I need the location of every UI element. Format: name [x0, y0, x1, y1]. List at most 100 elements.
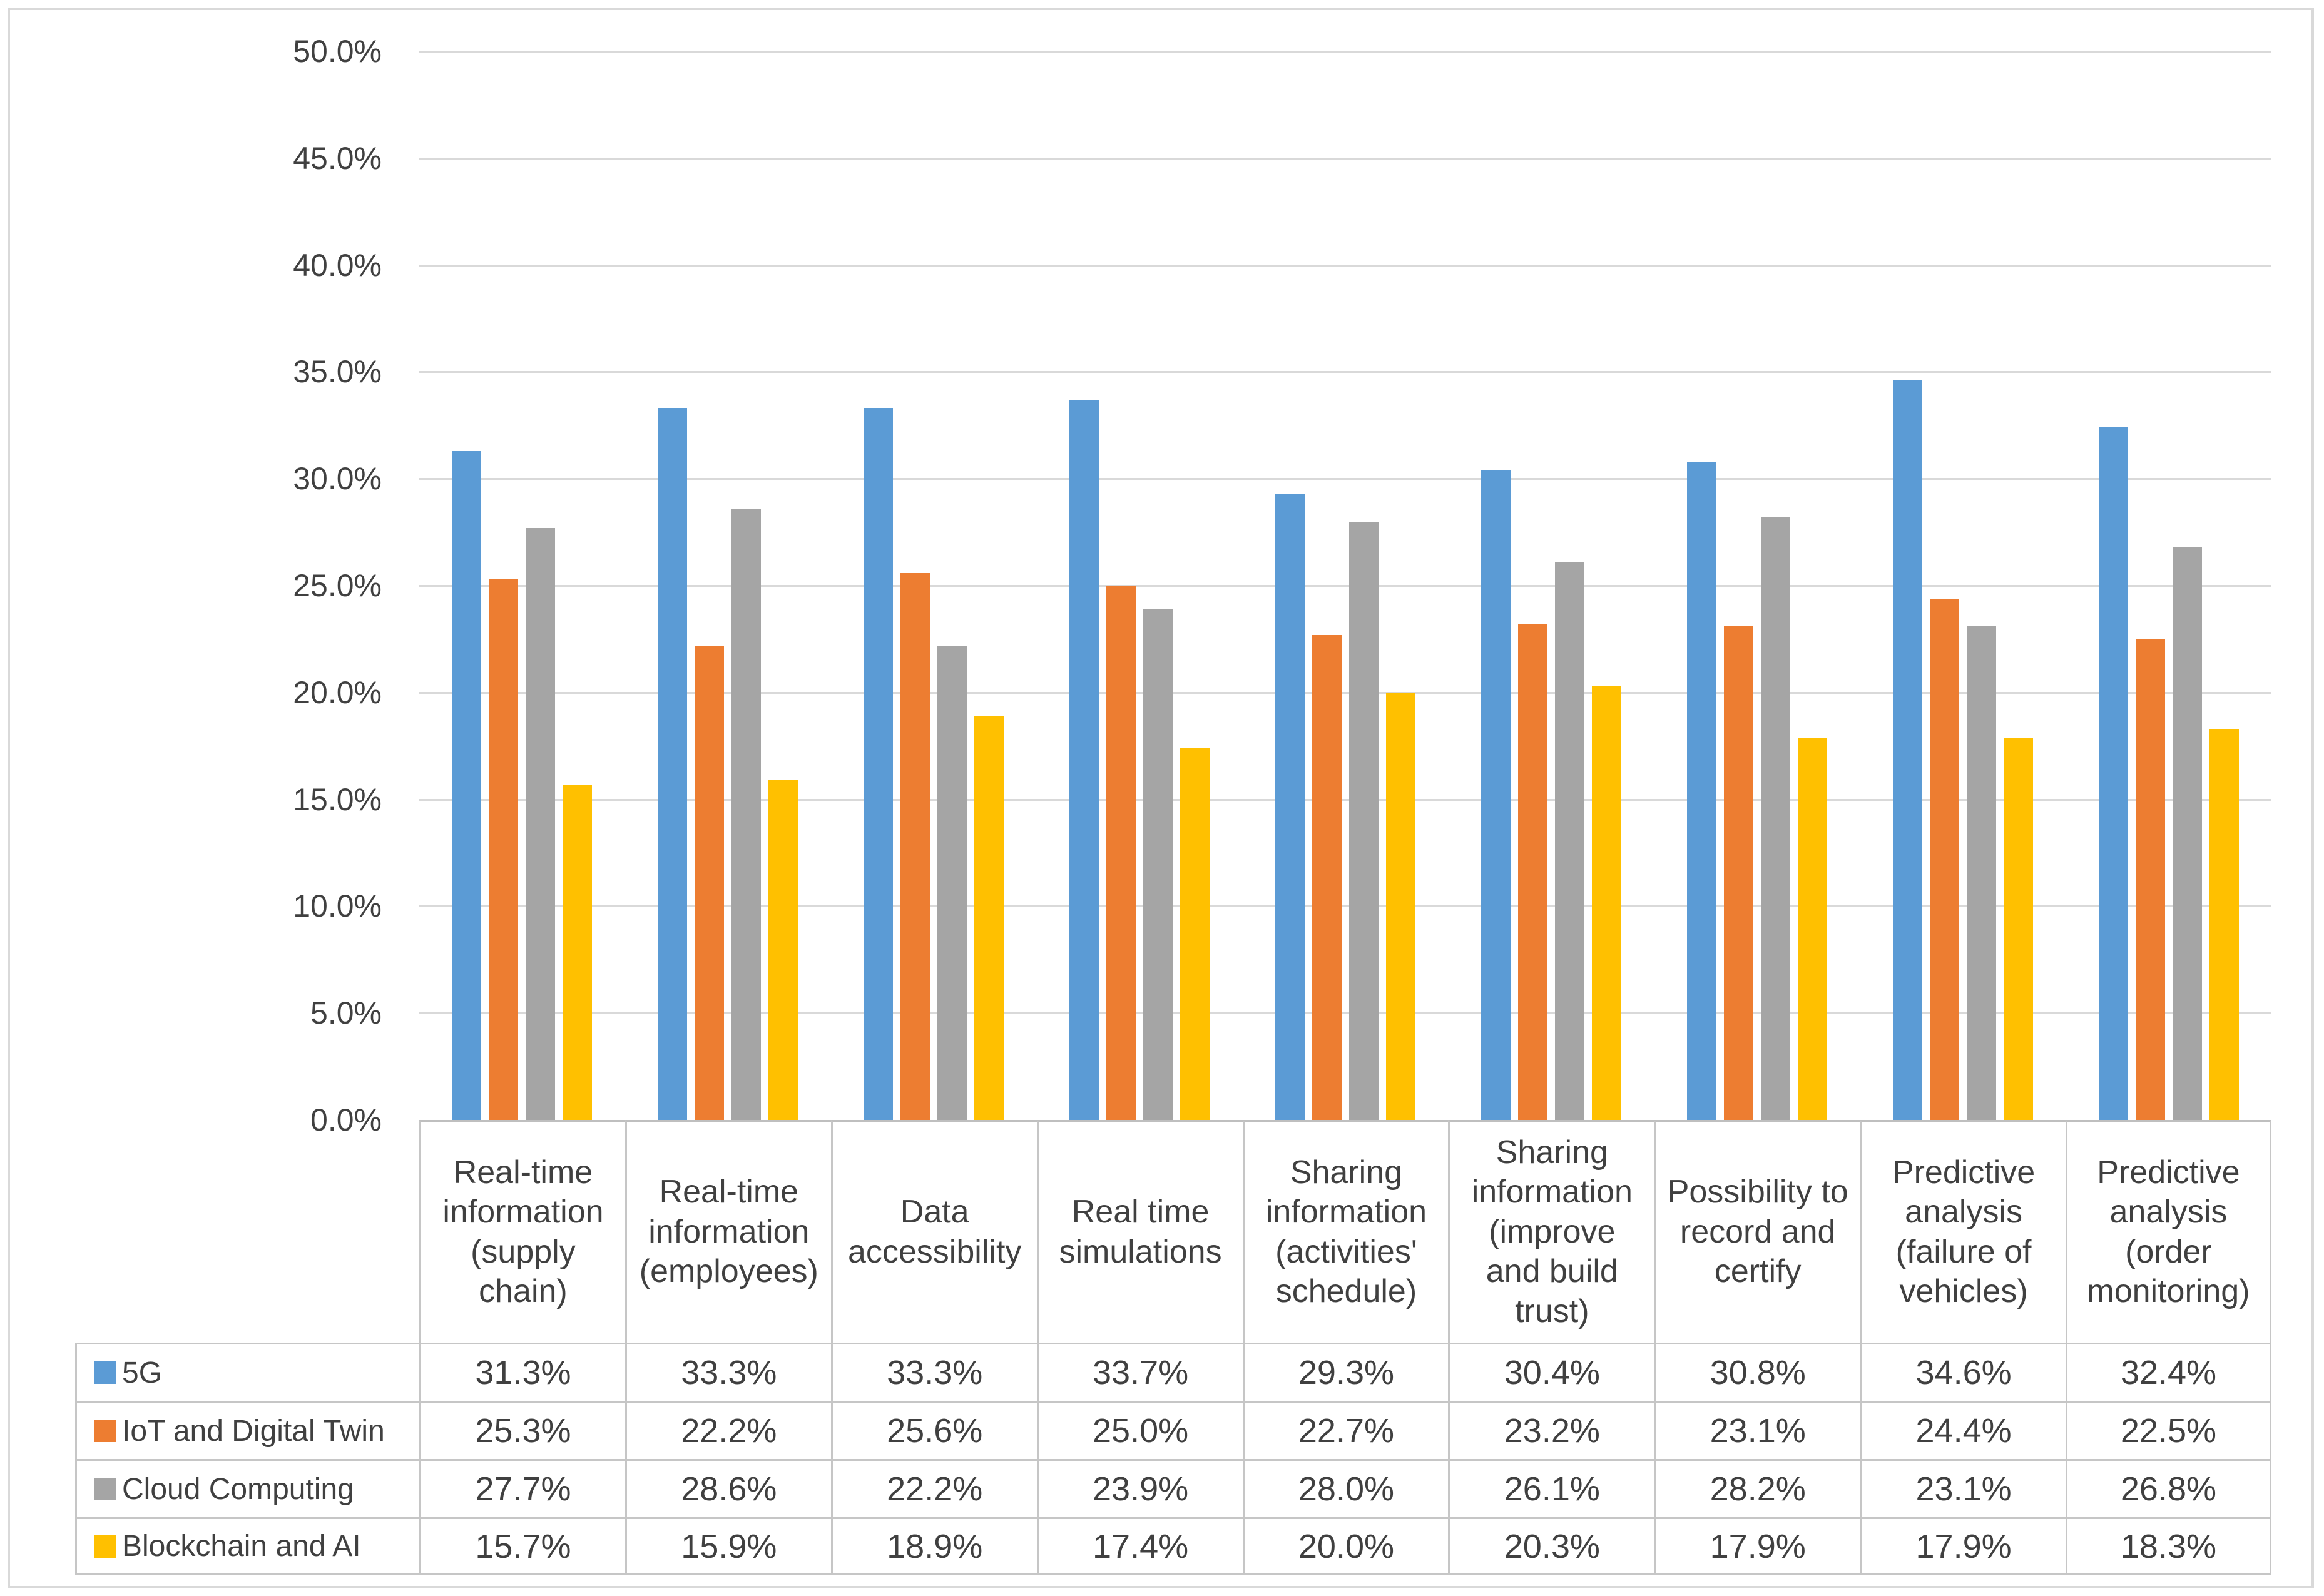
table-value-cell: 23.9% [1036, 1459, 1243, 1517]
table-value-cell: 15.9% [624, 1517, 831, 1575]
bar-5g [658, 408, 688, 1120]
legend-item: IoT and Digital Twin [75, 1401, 419, 1459]
y-axis-label: 20.0% [293, 674, 382, 710]
table-value-cell: 17.9% [1860, 1517, 2066, 1575]
bar-cloud-computing [1760, 517, 1790, 1120]
y-axis-label: 15.0% [293, 781, 382, 817]
table-value-cell: 17.9% [1654, 1517, 1860, 1575]
table-value-cell: 20.3% [1448, 1517, 1654, 1575]
table-value-cell: 26.1% [1448, 1459, 1654, 1517]
legend-swatch-icon [94, 1478, 116, 1500]
gridline [419, 798, 2271, 801]
gridline [419, 264, 2271, 267]
y-axis-label: 25.0% [293, 568, 382, 603]
bar-blockchain-and-ai [563, 784, 593, 1120]
y-axis-label: 35.0% [293, 354, 382, 390]
bar-group [419, 51, 625, 1120]
bar-iot-and-digital-twin [900, 572, 930, 1120]
bar-group [625, 51, 831, 1120]
table-value-cell: 22.2% [830, 1459, 1037, 1517]
table-value-cell: 22.7% [1242, 1401, 1449, 1459]
table-value-cell: 34.6% [1860, 1343, 2066, 1401]
bar-iot-and-digital-twin [1106, 586, 1136, 1120]
bar-group [1860, 51, 2066, 1120]
series-name-label: 5G [122, 1356, 163, 1390]
bar-iot-and-digital-twin [1929, 598, 1959, 1120]
table-value-cell: 30.4% [1448, 1343, 1654, 1401]
bar-cloud-computing [731, 509, 762, 1120]
bar-5g [1275, 494, 1305, 1120]
y-axis-label: 50.0% [293, 34, 382, 69]
bar-5g [452, 450, 482, 1120]
table-value-cell: 32.4% [2066, 1343, 2271, 1401]
table-value-cell: 27.7% [419, 1459, 625, 1517]
bar-5g [2098, 427, 2128, 1120]
bar-blockchain-and-ai [1591, 686, 1621, 1120]
table-value-cell: 31.3% [419, 1343, 625, 1401]
gridline [419, 478, 2271, 480]
gridline [419, 585, 2271, 587]
bar-iot-and-digital-twin [2135, 639, 2165, 1120]
y-axis-label: 30.0% [293, 461, 382, 497]
legend-swatch-icon [94, 1361, 116, 1384]
bar-group [1448, 51, 1654, 1120]
bar-blockchain-and-ai [2003, 737, 2033, 1120]
category-header: Real time simulations [1036, 1120, 1243, 1343]
gridline [419, 157, 2271, 160]
bar-blockchain-and-ai [768, 780, 798, 1120]
bar-blockchain-and-ai [1180, 748, 1210, 1120]
series-name-label: IoT and Digital Twin [122, 1414, 385, 1448]
y-axis-label: 45.0% [293, 140, 382, 176]
y-axis-label: 5.0% [310, 995, 382, 1031]
bar-iot-and-digital-twin [695, 645, 725, 1120]
table-value-cell: 28.2% [1654, 1459, 1860, 1517]
table-value-cell: 33.7% [1036, 1343, 1243, 1401]
bar-cloud-computing [1554, 562, 1584, 1120]
data-table: Real-time information (supply chain) Real… [75, 1120, 2271, 1575]
category-header: Sharing information (improve and build t… [1448, 1120, 1654, 1343]
bar-group [831, 51, 1037, 1120]
bar-iot-and-digital-twin [1312, 634, 1342, 1120]
table-value-cell: 33.3% [830, 1343, 1037, 1401]
bar-cloud-computing [1966, 626, 1996, 1120]
table-value-cell: 25.3% [419, 1401, 625, 1459]
bar-blockchain-and-ai [1797, 737, 1827, 1120]
bar-group [1037, 51, 1243, 1120]
table-value-cell: 28.0% [1242, 1459, 1449, 1517]
bar-blockchain-and-ai [974, 716, 1004, 1120]
table-value-cell: 26.8% [2066, 1459, 2271, 1517]
legend-swatch-icon [94, 1420, 116, 1442]
table-value-cell: 23.1% [1654, 1401, 1860, 1459]
bar-5g [1686, 461, 1716, 1120]
bar-iot-and-digital-twin [1517, 624, 1547, 1120]
table-value-cell: 29.3% [1242, 1343, 1449, 1401]
table-value-cell: 33.3% [624, 1343, 831, 1401]
table-value-cell: 25.6% [830, 1401, 1037, 1459]
bar-5g [1481, 470, 1511, 1120]
category-header: Sharing information (activities' schedul… [1242, 1120, 1449, 1343]
legend-item: 5G [75, 1343, 419, 1401]
y-axis-label: 0.0% [310, 1102, 382, 1137]
gridline [419, 371, 2271, 374]
bar-group [1243, 51, 1449, 1120]
bar-cloud-computing [937, 645, 967, 1120]
gridline [419, 905, 2271, 908]
table-value-cell: 17.4% [1036, 1517, 1243, 1575]
table-value-cell: 25.0% [1036, 1401, 1243, 1459]
bar-group [1654, 51, 1860, 1120]
bar-cloud-computing [1348, 521, 1379, 1120]
table-value-cell: 30.8% [1654, 1343, 1860, 1401]
bar-blockchain-and-ai [2209, 728, 2239, 1120]
y-axis-label: 40.0% [293, 247, 382, 283]
category-header: Real-time information (supply chain) [419, 1120, 625, 1343]
bar-iot-and-digital-twin [1723, 626, 1753, 1120]
bar-5g [864, 408, 894, 1120]
table-value-cell: 20.0% [1242, 1517, 1449, 1575]
bar-5g [1069, 399, 1099, 1120]
plot-area [419, 51, 2271, 1120]
legend-swatch-icon [94, 1535, 116, 1558]
category-header: Predictive analysis (order monitoring) [2066, 1120, 2271, 1343]
series-name-label: Blockchain and AI [122, 1530, 361, 1563]
category-header: Real-time information (employees) [624, 1120, 831, 1343]
table-value-cell: 18.9% [830, 1517, 1037, 1575]
